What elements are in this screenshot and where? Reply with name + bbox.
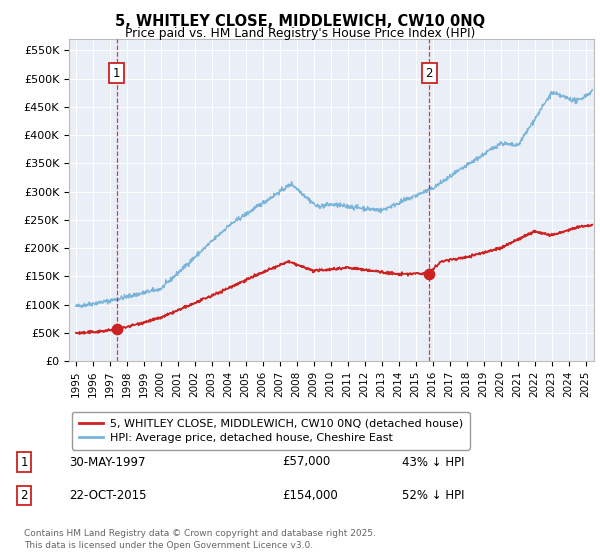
Text: Contains HM Land Registry data © Crown copyright and database right 2025.
This d: Contains HM Land Registry data © Crown c… — [24, 529, 376, 550]
Text: 1: 1 — [20, 455, 28, 469]
Text: 43% ↓ HPI: 43% ↓ HPI — [402, 455, 464, 469]
Text: 2: 2 — [425, 67, 433, 80]
Text: £57,000: £57,000 — [282, 455, 330, 469]
Text: £154,000: £154,000 — [282, 489, 338, 502]
Text: 52% ↓ HPI: 52% ↓ HPI — [402, 489, 464, 502]
Point — [425, 270, 434, 279]
Text: Price paid vs. HM Land Registry's House Price Index (HPI): Price paid vs. HM Land Registry's House … — [125, 27, 475, 40]
Legend: 5, WHITLEY CLOSE, MIDDLEWICH, CW10 0NQ (detached house), HPI: Average price, det: 5, WHITLEY CLOSE, MIDDLEWICH, CW10 0NQ (… — [72, 412, 470, 450]
Text: 22-OCT-2015: 22-OCT-2015 — [69, 489, 146, 502]
Text: 1: 1 — [113, 67, 121, 80]
Point — [112, 325, 122, 334]
Text: 30-MAY-1997: 30-MAY-1997 — [69, 455, 146, 469]
Text: 5, WHITLEY CLOSE, MIDDLEWICH, CW10 0NQ: 5, WHITLEY CLOSE, MIDDLEWICH, CW10 0NQ — [115, 14, 485, 29]
Text: 2: 2 — [20, 489, 28, 502]
